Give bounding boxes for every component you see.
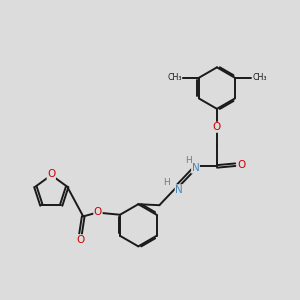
Text: H: H: [163, 178, 170, 187]
Text: O: O: [47, 169, 56, 179]
Text: O: O: [76, 235, 85, 245]
Text: H: H: [185, 156, 192, 165]
Text: O: O: [213, 122, 221, 132]
Text: O: O: [94, 207, 102, 217]
Text: CH₃: CH₃: [167, 73, 182, 82]
Text: N: N: [192, 163, 200, 173]
Text: N: N: [175, 185, 183, 195]
Text: O: O: [237, 160, 245, 170]
Text: CH₃: CH₃: [252, 73, 267, 82]
